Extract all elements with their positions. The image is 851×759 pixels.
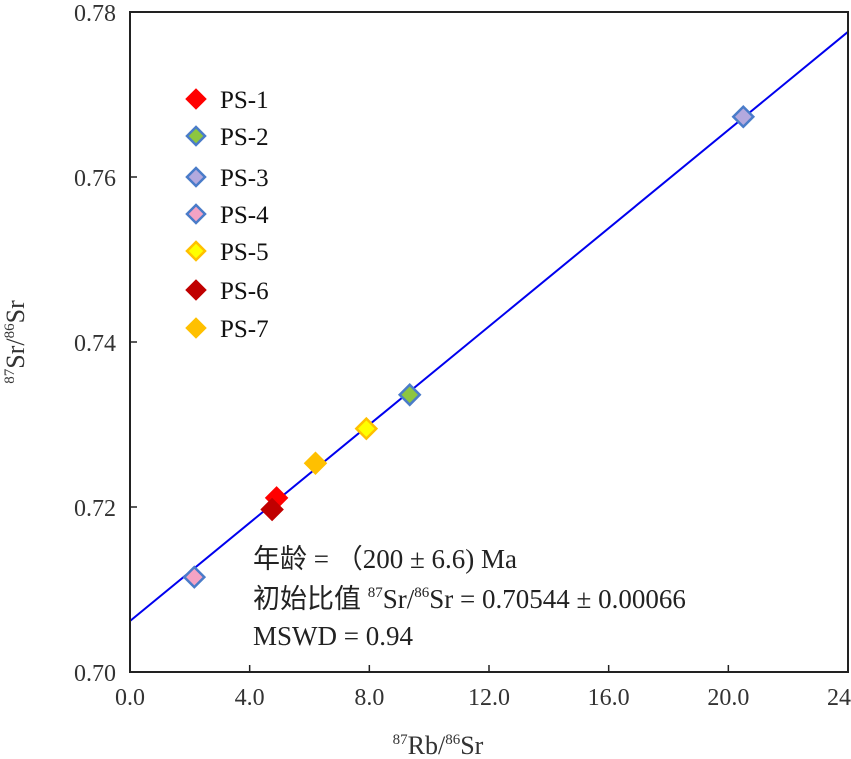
- x-tick-label: 4.0: [235, 685, 265, 711]
- legend-marker-ps-5: [185, 240, 207, 262]
- data-point-ps-4: [182, 565, 207, 589]
- data-points: [182, 105, 756, 589]
- legend-label-ps-1: PS-1: [220, 87, 269, 114]
- y-axis-label: 87Sr/86Sr: [1, 300, 30, 384]
- y-tick-label: 0.76: [74, 166, 116, 192]
- x-tick-label: 12.0: [468, 685, 510, 711]
- x-tick-label: 8.0: [354, 685, 384, 711]
- y-tick-label: 0.72: [74, 496, 116, 522]
- x-tick-label: 24.0: [827, 685, 851, 711]
- legend-marker-ps-2: [185, 125, 207, 147]
- legend-marker-ps-4: [185, 203, 207, 225]
- legend-label-ps-4: PS-4: [220, 202, 269, 229]
- legend-label-ps-6: PS-6: [220, 278, 269, 305]
- isochron-line-layer: [129, 31, 849, 622]
- legend-marker-ps-3: [185, 166, 207, 188]
- y-tick-label: 0.70: [74, 661, 116, 687]
- axis-ticks: 0.0 4.0 8.0 12.0 16.0 20.0 24.0 0.70 0.72 0.74 0.7…: [74, 1, 851, 711]
- y-tick-label: 0.78: [74, 1, 116, 27]
- legend-label-ps-7: PS-7: [220, 316, 269, 343]
- annotation-mswd: MSWD = 0.94: [253, 621, 413, 651]
- legend-label-ps-2: PS-2: [220, 124, 269, 151]
- annotation: 年龄 = （200 ± 6.6) Ma 初始比值 87Sr/86Sr = 0.7…: [253, 544, 686, 651]
- data-point-ps-3: [731, 105, 756, 129]
- annotation-age: 年龄 = （200 ± 6.6) Ma: [253, 544, 517, 574]
- data-point-ps-6: [260, 497, 284, 522]
- legend-marker-ps-1: [185, 88, 207, 110]
- isochron-line: [129, 31, 849, 622]
- y-tick-label: 0.74: [74, 331, 116, 357]
- legend-marker-ps-6: [185, 279, 207, 301]
- legend-label-ps-3: PS-3: [220, 165, 269, 192]
- x-tick-label: 20.0: [707, 685, 749, 711]
- legend-marker-ps-7: [185, 317, 207, 339]
- x-axis-label: 87Rb/86Sr: [393, 731, 484, 759]
- x-tick-label: 16.0: [588, 685, 630, 711]
- legend: PS-1 PS-2 PS-3 PS-4 PS-5 PS-6 PS-7: [185, 87, 269, 343]
- annotation-initial-ratio: 初始比值 87Sr/86Sr = 0.70544 ± 0.00066: [253, 584, 686, 614]
- x-tick-label: 0.0: [115, 685, 145, 711]
- data-point-ps-5: [354, 416, 379, 441]
- data-point-ps-2: [397, 383, 422, 407]
- data-point-ps-7: [303, 451, 328, 476]
- legend-label-ps-5: PS-5: [220, 239, 269, 266]
